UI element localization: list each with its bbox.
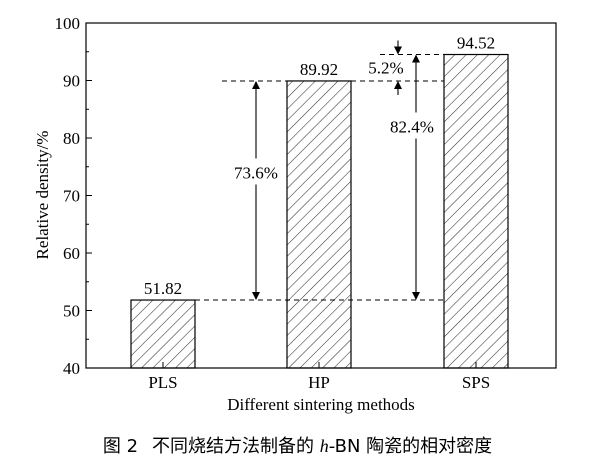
y-tick-label-90: 90: [63, 72, 80, 91]
annotation-5-label: 5.2%: [368, 59, 403, 78]
category-label-pls: PLS: [148, 373, 177, 392]
caption-italic: h: [319, 436, 329, 456]
caption-text-end: -BN 陶瓷的相对密度: [328, 436, 493, 457]
value-label-sps: 94.52: [457, 34, 495, 53]
bar-chart: 51.82 PLS 89.92 HP 94.52 SPS 40 50 60 70 80 90 100 73…: [33, 14, 557, 414]
value-label-pls: 51.82: [144, 279, 182, 298]
bar-sps: [443, 53, 509, 369]
value-label-hp: 89.92: [300, 60, 338, 79]
category-label-hp: HP: [308, 373, 330, 392]
y-tick-label-70: 70: [63, 187, 80, 206]
y-axis-title: Relative density/%: [33, 131, 52, 260]
y-tick-label-80: 80: [63, 129, 80, 148]
caption-number: 图 2: [102, 436, 139, 457]
annotation-82-label: 82.4%: [390, 118, 434, 137]
y-tick-label-50: 50: [63, 302, 80, 321]
x-axis-title: Different sintering methods: [227, 395, 415, 414]
bar-pls: [130, 299, 196, 369]
caption-text-start: 不同烧结方法制备的: [152, 436, 320, 457]
bar-hp: [286, 80, 352, 369]
annotation-73-label: 73.6%: [234, 164, 278, 183]
y-tick-label-100: 100: [55, 14, 81, 33]
y-tick-label-40: 40: [63, 359, 80, 378]
category-label-sps: SPS: [462, 373, 490, 392]
y-tick-label-60: 60: [63, 244, 80, 263]
figure-caption: 图 2 不同烧结方法制备的 h-BN 陶瓷的相对密度: [0, 432, 595, 458]
